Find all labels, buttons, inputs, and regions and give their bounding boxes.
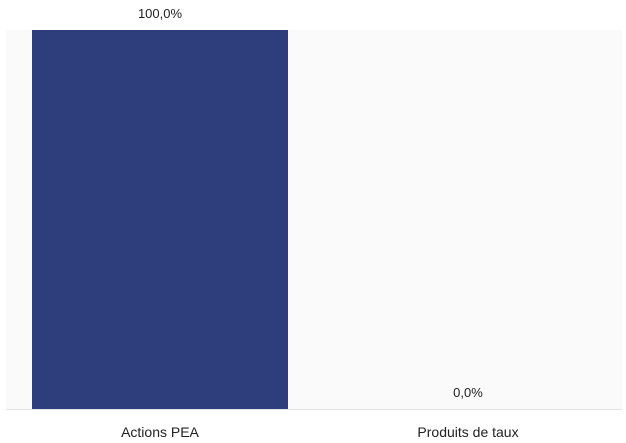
- data-label: 0,0%: [453, 385, 483, 400]
- data-label: 100,0%: [138, 6, 183, 21]
- bar-actions-pea: [32, 30, 288, 409]
- bars-layer: [32, 30, 288, 409]
- x-tick-label: Actions PEA: [121, 424, 199, 440]
- data-labels-layer: 100,0% 0,0%: [138, 6, 483, 400]
- x-tick-label: Produits de taux: [417, 424, 518, 440]
- x-axis-tick-labels: Actions PEA Produits de taux: [121, 424, 519, 440]
